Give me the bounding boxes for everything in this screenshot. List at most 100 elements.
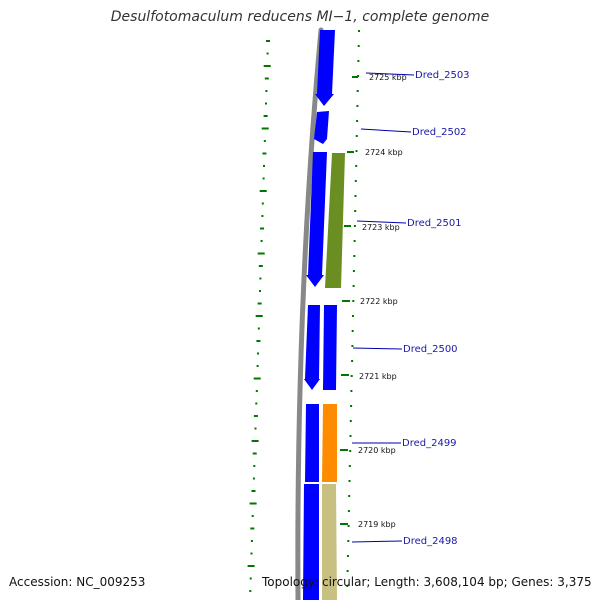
topology-text: Topology: circular; Length: 3,608,104 bp… xyxy=(262,575,592,589)
tick-label: 2724 kbp xyxy=(365,148,403,157)
content-dot xyxy=(249,502,257,505)
content-dot xyxy=(263,165,265,167)
gene-track xyxy=(303,30,345,600)
content-dot xyxy=(355,150,358,152)
gene-label-dred-2500: Dred_2500 xyxy=(403,344,458,355)
gene-label-dred-2501: Dred_2501 xyxy=(407,218,462,229)
content-dot xyxy=(257,352,259,355)
label-leader xyxy=(360,128,412,133)
content-dot xyxy=(262,177,265,180)
content-dot xyxy=(262,152,267,155)
content-dot xyxy=(357,60,360,62)
map-title: Desulfotomaculum reducens MI−1, complete… xyxy=(110,9,490,25)
content-dot xyxy=(346,555,349,557)
content-dot xyxy=(257,252,265,255)
content-dot xyxy=(349,435,352,437)
content-dot xyxy=(355,135,358,137)
content-dot xyxy=(251,515,254,517)
content-dot xyxy=(263,65,271,67)
tick-label: 2719 kbp xyxy=(358,520,396,529)
content-dot xyxy=(357,45,360,47)
tick-label: 2722 kbp xyxy=(360,297,398,306)
content-dot xyxy=(255,390,258,392)
content-dot xyxy=(358,30,360,32)
content-dot xyxy=(346,585,349,587)
gene-labels: Dred_2503 Dred_2502 Dred_2501 Dred_2500 … xyxy=(351,70,470,547)
content-dot xyxy=(350,390,353,392)
content-dot xyxy=(257,327,260,330)
content-dot xyxy=(266,40,270,42)
content-dot xyxy=(261,127,269,130)
content-dot xyxy=(353,240,356,242)
label-leader xyxy=(352,347,403,350)
cds-forward-2498 xyxy=(303,484,319,600)
genome-backbone xyxy=(295,27,324,600)
content-dot xyxy=(349,450,352,452)
content-dot xyxy=(356,120,359,122)
content-dot xyxy=(264,77,269,80)
content-dot xyxy=(252,452,257,455)
content-dot xyxy=(351,330,354,332)
cds-forward-2501 xyxy=(306,152,327,287)
content-dot xyxy=(255,402,258,405)
content-dot xyxy=(347,525,350,527)
label-leader xyxy=(356,220,407,224)
content-dot xyxy=(263,115,268,117)
cds-forward-2502 xyxy=(314,111,329,144)
gene-label-dred-2498: Dred_2498 xyxy=(403,536,458,547)
content-dot xyxy=(257,302,262,305)
content-dot xyxy=(354,180,357,182)
content-dot xyxy=(351,360,354,362)
content-dot xyxy=(351,345,354,347)
tick-label: 2720 kbp xyxy=(358,446,396,455)
content-dot xyxy=(348,495,351,497)
gene-2499-orange xyxy=(322,404,337,482)
tick-label: 2721 kbp xyxy=(359,372,397,381)
gene-2501-green xyxy=(325,153,345,288)
content-dot xyxy=(353,255,356,257)
tick-label: 2723 kbp xyxy=(362,223,400,232)
content-dot xyxy=(263,140,266,142)
accession-text: Accession: NC_009253 xyxy=(9,575,146,589)
content-dot xyxy=(265,90,268,92)
content-dot xyxy=(260,227,264,230)
content-dot xyxy=(352,300,355,302)
content-dot xyxy=(350,405,353,407)
content-dot xyxy=(356,90,359,92)
content-dot xyxy=(249,590,252,592)
content-dot xyxy=(352,285,355,287)
content-dot xyxy=(253,377,261,380)
gene-label-dred-2503: Dred_2503 xyxy=(415,70,470,81)
content-dot xyxy=(261,202,264,205)
gene-2498-khaki xyxy=(322,484,337,600)
content-dot xyxy=(355,165,358,167)
content-dot xyxy=(354,210,357,212)
content-dot xyxy=(266,52,269,55)
content-dot xyxy=(354,195,357,197)
tick-label: 2725 kbp xyxy=(369,73,407,82)
content-dot xyxy=(255,315,263,317)
content-dot xyxy=(251,490,256,492)
content-dot xyxy=(247,565,255,567)
content-dot xyxy=(249,577,252,580)
content-dot xyxy=(253,465,256,467)
content-dot xyxy=(265,102,267,105)
content-dot xyxy=(250,540,253,542)
cds-forward-2499 xyxy=(305,404,319,482)
content-dot xyxy=(253,415,258,417)
content-dot xyxy=(251,440,259,442)
content-dot xyxy=(352,270,355,272)
content-dot xyxy=(348,480,351,482)
label-leader xyxy=(351,540,403,543)
content-dot xyxy=(256,365,259,367)
content-dot xyxy=(250,552,253,555)
content-dot xyxy=(348,465,351,467)
content-dot xyxy=(252,477,255,480)
cds-forward-2503 xyxy=(315,30,335,106)
position-scale: 2725 kbp 2724 kbp 2723 kbp 2722 kbp 2721… xyxy=(340,73,407,529)
content-dot xyxy=(256,340,261,342)
content-dot xyxy=(259,277,262,280)
content-dot xyxy=(352,315,354,317)
content-dot xyxy=(353,225,356,227)
label-leader xyxy=(365,72,415,76)
